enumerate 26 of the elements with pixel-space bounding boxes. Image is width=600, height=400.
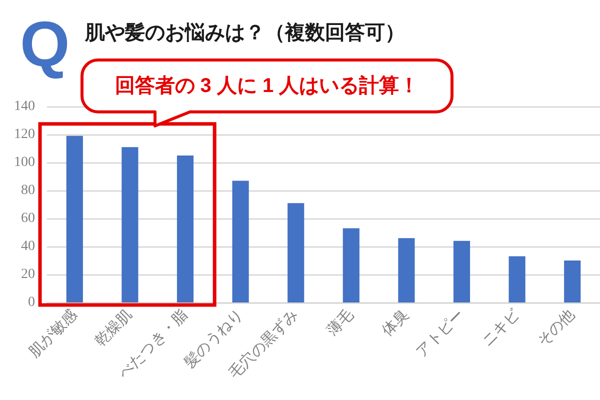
y-tick-label: 140: [14, 99, 35, 114]
bar: [398, 238, 415, 302]
chart-title: 肌や髪のお悩みは？（複数回答可）: [84, 21, 405, 44]
y-tick-label: 100: [14, 155, 35, 170]
bar: [288, 203, 304, 302]
bar: [176, 156, 194, 302]
bar: [564, 260, 581, 302]
text: 回答者の 3 人に 1 人はいる計算！: [114, 74, 420, 97]
y-tick-label: 40: [21, 239, 35, 254]
bar: [122, 147, 138, 302]
x-tick-label: ニキビ: [480, 306, 524, 350]
y-tick-label: 120: [14, 127, 35, 142]
x-tick-label: その他: [534, 306, 578, 350]
bar: [508, 256, 526, 302]
x-tick-label: アトピー: [414, 306, 468, 361]
y-tick-label: 60: [21, 211, 35, 226]
text: Q: [20, 8, 70, 80]
x-tick-label: 乾燥肌: [92, 306, 136, 350]
y-tick-label: 80: [21, 183, 35, 198]
y-tick-label: 20: [21, 267, 35, 282]
x-tick-label: 体臭: [378, 306, 412, 340]
x-tick-label: 薄毛: [324, 306, 357, 340]
bar: [453, 240, 470, 302]
bar: [66, 136, 83, 302]
bar: [342, 228, 360, 302]
bar: [232, 180, 249, 302]
